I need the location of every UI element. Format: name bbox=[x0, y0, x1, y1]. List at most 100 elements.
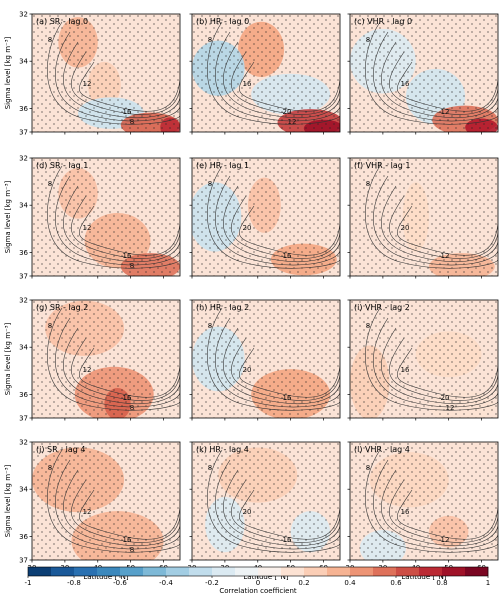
y-tick-label: 36 bbox=[19, 533, 28, 541]
colorbar-label: Correlation coefficient bbox=[219, 587, 297, 594]
colorbar-tick-label: 0.6 bbox=[390, 579, 402, 587]
panel-frame bbox=[31, 157, 181, 277]
y-tick-label: 32 bbox=[19, 11, 28, 19]
colorbar-segment bbox=[281, 567, 305, 576]
panel-frame bbox=[191, 157, 341, 277]
panel-frame bbox=[191, 299, 341, 419]
y-tick-label: 36 bbox=[19, 105, 28, 113]
colorbar-segment bbox=[304, 567, 328, 576]
y-axis-label: Sigma level [kg m⁻³] bbox=[4, 180, 12, 253]
panel-title: (d) SR - lag 1 bbox=[36, 161, 88, 170]
significance-stippling bbox=[32, 14, 180, 132]
y-tick-label: 32 bbox=[19, 439, 28, 447]
colorbar-segment bbox=[51, 567, 75, 576]
x-axis-label: Latitude [°N] bbox=[401, 573, 447, 581]
panel: 82012(f) VHR - lag 1 bbox=[347, 157, 499, 279]
y-tick-label: 37 bbox=[19, 557, 28, 565]
y-tick-label: 34 bbox=[19, 344, 28, 352]
panel: 8162012(i) VHR - lag 2 bbox=[347, 299, 499, 421]
panel-frame bbox=[31, 299, 181, 419]
y-tick-label: 36 bbox=[19, 249, 28, 257]
panel: 8162012(b) HR - lag 0 bbox=[189, 13, 341, 135]
colorbar-segment bbox=[442, 567, 466, 576]
colorbar-tick-label: -1 bbox=[25, 579, 32, 587]
y-tick-label: 34 bbox=[19, 202, 28, 210]
y-axis-label: Sigma level [kg m⁻³] bbox=[4, 464, 12, 537]
panel-title: (f) VHR - lag 1 bbox=[354, 161, 410, 170]
y-tick-label: 37 bbox=[19, 415, 28, 423]
y-tick-label: 32 bbox=[19, 297, 28, 305]
colorbar: -1 -0.8 -0.6 -0.4 -0.2 0 0.2 0.4 0.6 0.8 1 Correlat… bbox=[25, 566, 490, 594]
panel-frame bbox=[349, 157, 499, 277]
colorbar-tick-label: -0.2 bbox=[205, 579, 219, 587]
panel-title: (j) SR - lag 4 bbox=[36, 445, 85, 454]
panel-plot-area: 812168 bbox=[32, 300, 180, 418]
significance-stippling bbox=[192, 158, 340, 276]
panel-frame bbox=[191, 13, 341, 133]
panel-plot-area: 8162012 bbox=[192, 14, 340, 132]
y-tick-label: 32 bbox=[19, 155, 28, 163]
panel: 81612(c) VHR - lag 0 bbox=[347, 13, 499, 135]
panel-title: (b) HR - lag 0 bbox=[196, 17, 249, 26]
panel-frame bbox=[31, 13, 181, 133]
colorbar-segment bbox=[350, 567, 374, 576]
panel: 812168(d) SR - lag 1 32 34 36 37 Sigma level … bbox=[4, 155, 181, 281]
significance-stippling bbox=[32, 300, 180, 418]
colorbar-segment bbox=[465, 567, 489, 576]
significance-stippling bbox=[32, 442, 180, 560]
colorbar-segment bbox=[327, 567, 351, 576]
panel: 812168(g) SR - lag 2 32 34 36 37 Sigma level … bbox=[4, 297, 181, 423]
panel-frame bbox=[349, 13, 499, 133]
panel-plot-area: 82012 bbox=[350, 158, 498, 276]
colorbar-segment bbox=[143, 567, 167, 576]
colorbar-tick-label: -0.8 bbox=[67, 579, 81, 587]
y-tick-label: 37 bbox=[19, 129, 28, 137]
panel-plot-area: 82016 bbox=[192, 300, 340, 418]
panel-plot-area: 82016 bbox=[192, 442, 340, 560]
panel-title: (k) HR - lag 4 bbox=[196, 445, 249, 454]
panel: 812168(a) SR - lag 0 32 34 36 37 Sigma level … bbox=[4, 11, 181, 137]
significance-stippling bbox=[350, 442, 498, 560]
colorbar-segment bbox=[189, 567, 213, 576]
y-tick-label: 36 bbox=[19, 391, 28, 399]
colorbar-segment bbox=[235, 567, 259, 576]
significance-stippling bbox=[350, 300, 498, 418]
y-axis-label: Sigma level [kg m⁻³] bbox=[4, 322, 12, 395]
colorbar-tick-label: 0.2 bbox=[298, 579, 309, 587]
panel: 812168(j) SR - lag 4323436372030405060Si… bbox=[4, 439, 181, 581]
y-tick-label: 34 bbox=[19, 58, 28, 66]
panel-plot-area: 81612 bbox=[350, 14, 498, 132]
panel-title: (c) VHR - lag 0 bbox=[354, 17, 412, 26]
panel-plot-area: 812168 bbox=[32, 442, 180, 560]
panel: 82016(e) HR - lag 1 bbox=[189, 157, 341, 279]
colorbar-segment bbox=[28, 567, 52, 576]
panel-title: (i) VHR - lag 2 bbox=[354, 303, 410, 312]
significance-stippling bbox=[350, 158, 498, 276]
panel-plot-area: 8162012 bbox=[350, 300, 498, 418]
panel-title: (l) VHR - lag 4 bbox=[354, 445, 410, 454]
significance-stippling bbox=[192, 14, 340, 132]
panel-title: (g) SR - lag 2 bbox=[36, 303, 88, 312]
x-axis-label: Latitude [°N] bbox=[83, 573, 129, 581]
panel: 82016(k) HR - lag 42030405060Latitude [°… bbox=[188, 441, 341, 581]
colorbar-tick-label: 0.4 bbox=[344, 579, 356, 587]
y-tick-label: 37 bbox=[19, 273, 28, 281]
colorbar-segment bbox=[97, 567, 121, 576]
colorbar-segment bbox=[419, 567, 443, 576]
colorbar-tick-label: 0 bbox=[256, 579, 260, 587]
colorbar-segment bbox=[166, 567, 190, 576]
significance-stippling bbox=[192, 442, 340, 560]
panel: 82016(h) HR - lag 2 bbox=[189, 299, 341, 421]
colorbar-tick-label: -0.4 bbox=[159, 579, 173, 587]
significance-stippling bbox=[350, 14, 498, 132]
panel-frame bbox=[349, 299, 499, 419]
panel-plot-area: 812168 bbox=[32, 158, 180, 276]
panel-plot-area: 82016 bbox=[192, 158, 340, 276]
colorbar-segment bbox=[212, 567, 236, 576]
panel-title: (h) HR - lag 2 bbox=[196, 303, 249, 312]
panel-frame bbox=[349, 441, 499, 561]
y-axis-label: Sigma level [kg m⁻³] bbox=[4, 36, 12, 109]
colorbar-segment bbox=[258, 567, 282, 576]
